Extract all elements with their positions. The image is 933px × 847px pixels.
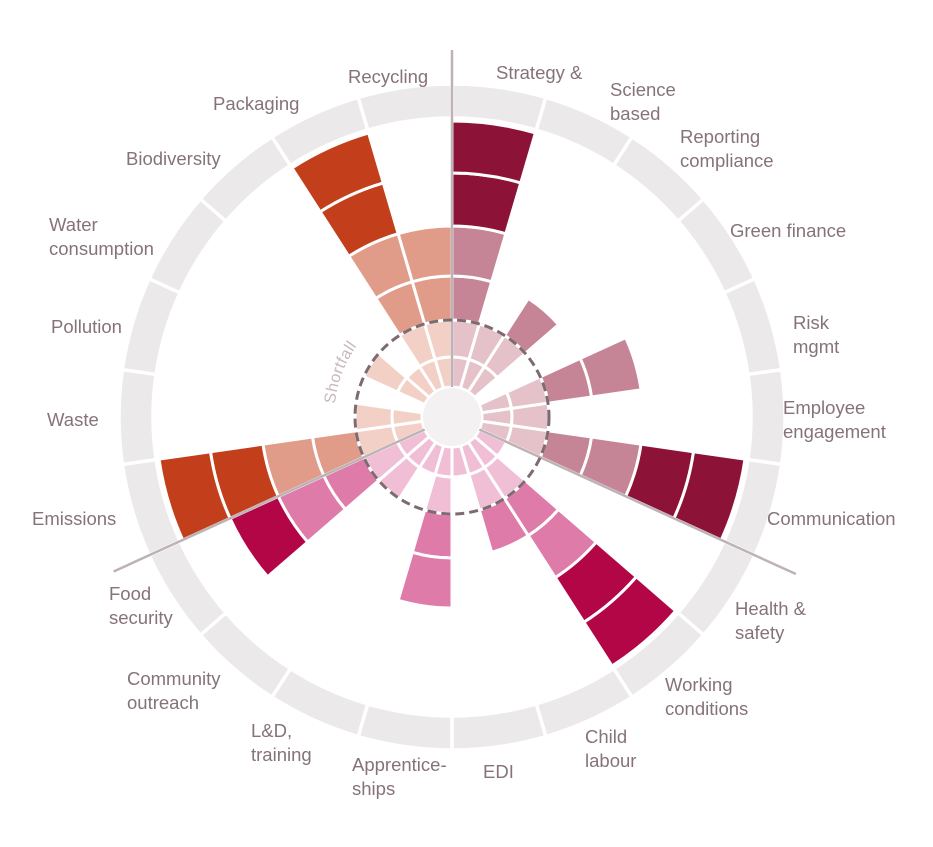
center-hole <box>423 388 481 446</box>
category-label-line: based <box>610 103 660 124</box>
category-label: L&D, training <box>251 720 312 765</box>
category-label: Employee engagement <box>783 397 886 442</box>
bar-segment <box>396 550 454 610</box>
ring-segment <box>120 276 183 377</box>
bar-segment <box>353 401 395 433</box>
category-label: Pollution <box>51 316 122 337</box>
sector-divider-line <box>478 428 797 576</box>
category-label-line: EDI <box>483 761 514 782</box>
category-label-line: Communication <box>767 508 896 529</box>
category-label: Child labour <box>585 726 636 771</box>
category-label-line: L&D, <box>251 720 292 741</box>
category-label: EDI <box>483 761 514 782</box>
bar-segment <box>361 351 409 395</box>
category-label-line: consumption <box>49 238 154 259</box>
bar-segment <box>289 131 386 214</box>
category-label-line: Packaging <box>213 93 299 114</box>
ring-segment <box>117 367 159 467</box>
bar-segment <box>450 274 494 326</box>
category-label: Risk mgmt <box>793 312 839 357</box>
category-label-line: Employee <box>783 397 865 418</box>
ring-segment <box>356 701 454 752</box>
sector-dividers <box>113 50 797 576</box>
category-label: Health & safety <box>735 598 807 643</box>
shortfall-annotation: Shortfall <box>322 338 360 405</box>
bar-segment <box>581 574 678 669</box>
category-label-line: Community <box>127 668 221 689</box>
bar-segment <box>502 296 561 356</box>
category-label: Packaging <box>213 93 299 114</box>
ring-segment <box>450 701 548 752</box>
category-label: Emissions <box>32 508 116 529</box>
category-label: Reporting compliance <box>680 126 774 171</box>
category-label: Recycling <box>348 66 428 87</box>
category-label-line: Pollution <box>51 316 122 337</box>
category-label-line: security <box>109 607 173 628</box>
category-label: Green finance <box>730 220 846 241</box>
category-label: Working conditions <box>665 674 748 719</box>
bar-segment <box>422 472 454 516</box>
ring-segment <box>356 82 454 133</box>
category-label: Communication <box>767 508 896 529</box>
category-labels: Strategy & Science based Reporting complianc… <box>32 62 896 799</box>
category-label: Waste <box>47 409 99 430</box>
bar-segment <box>450 171 523 236</box>
category-label: Food security <box>109 583 173 628</box>
bar-segment <box>450 224 508 284</box>
category-label-line: Recycling <box>348 66 428 87</box>
category-label-line: Waste <box>47 409 99 430</box>
shortfall-label: Shortfall <box>322 338 360 405</box>
category-label-line: conditions <box>665 698 748 719</box>
category-label-line: Working <box>665 674 733 695</box>
category-label-line: mgmt <box>793 336 839 357</box>
ring-segment <box>745 367 787 467</box>
category-label-line: outreach <box>127 692 199 713</box>
category-label-line: Food <box>109 583 151 604</box>
category-label-line: Biodiversity <box>126 148 221 169</box>
ring-segment <box>721 276 784 377</box>
category-label-line: Science <box>610 79 676 100</box>
bar-segment <box>157 450 233 542</box>
sector-divider-line <box>113 428 426 573</box>
category-label: Strategy & <box>496 62 583 83</box>
category-label-line: Water <box>49 214 98 235</box>
shortfall-boundary-circle <box>353 318 551 516</box>
category-label-line: Apprentice- <box>352 754 447 775</box>
ring-segment <box>675 196 758 296</box>
category-label-line: Green finance <box>730 220 846 241</box>
category-label-line: labour <box>585 750 636 771</box>
category-label-line: Child <box>585 726 627 747</box>
bar-segment <box>450 119 538 185</box>
category-label-line: Health & <box>735 598 807 619</box>
category-label-line: Reporting <box>680 126 760 147</box>
category-label-line: Emissions <box>32 508 116 529</box>
category-label: Science based <box>610 79 676 124</box>
category-label: Apprentice-ships <box>352 754 447 799</box>
bar-segment <box>390 406 425 428</box>
category-label: Community outreach <box>127 668 221 713</box>
outer-ring <box>117 82 787 752</box>
category-label-line: Strategy & <box>496 62 583 83</box>
category-label-line: training <box>251 744 312 765</box>
category-label-line: safety <box>735 622 785 643</box>
category-label-line: engagement <box>783 421 886 442</box>
bar-segment <box>410 508 454 560</box>
bar-segment <box>578 335 643 399</box>
category-label-line: Risk <box>793 312 830 333</box>
category-label-line: ships <box>352 778 395 799</box>
category-label-line: compliance <box>680 150 774 171</box>
category-label: Biodiversity <box>126 148 221 169</box>
category-label: Water consumption <box>49 214 154 259</box>
